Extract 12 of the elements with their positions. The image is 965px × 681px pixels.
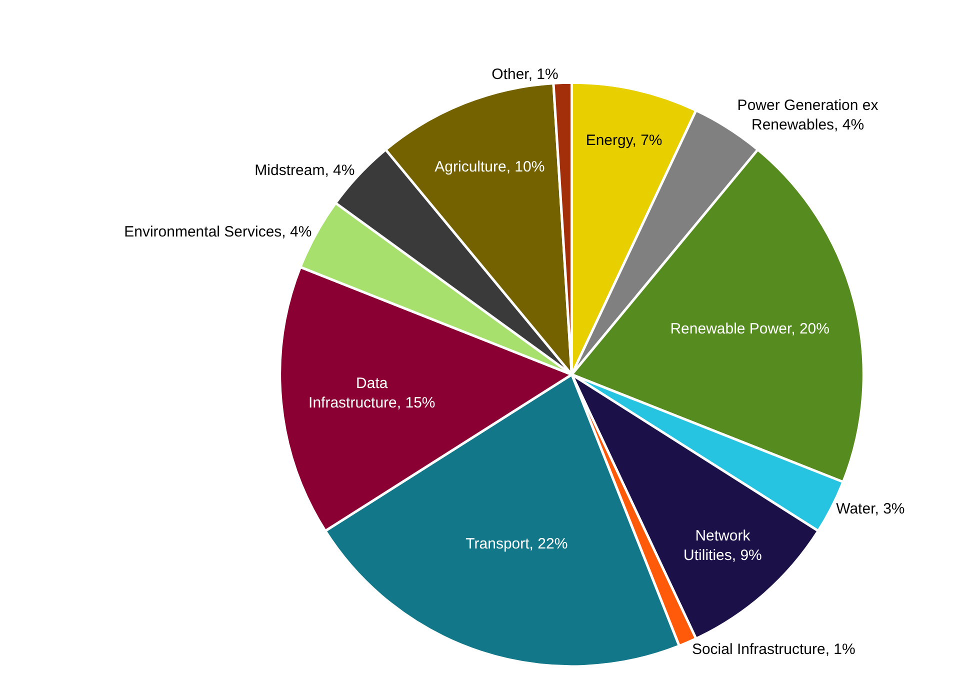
slice-label: Data Infrastructure, 15% [308,375,436,412]
slice-label: Social Infrastructure, 1% [692,641,856,658]
slice-label: Network Utilities, 9% [684,528,762,564]
slice-label: Power Generation ex Renewables, 4% [737,96,879,134]
slice-label: Renewable Power, 20% [670,320,830,338]
slice-label: Water, 3% [836,500,905,518]
slice-label: Transport, 22% [466,536,568,553]
slice-label: Agriculture, 10% [434,158,545,176]
slice-label: Other, 1% [492,66,558,83]
slice-label: Environmental Services, 4% [124,223,312,240]
slice-label: Midstream, 4% [254,162,355,180]
slice-label: Energy, 7% [586,132,662,150]
